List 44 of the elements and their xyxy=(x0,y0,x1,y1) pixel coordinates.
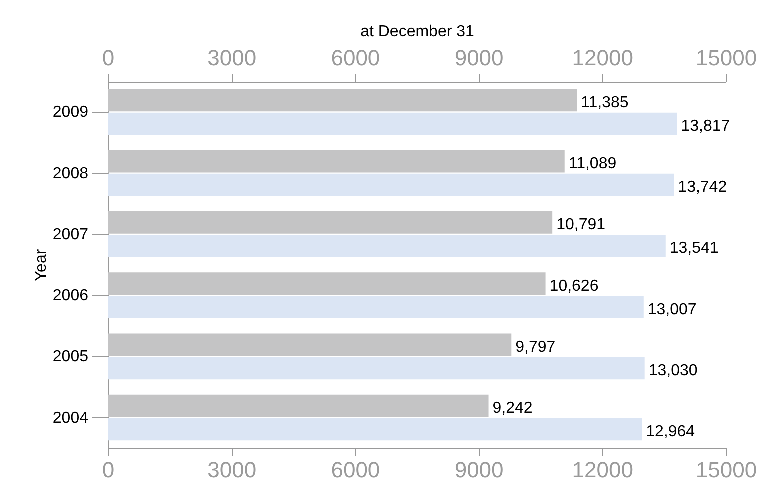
x2-tick-label: 0 xyxy=(102,46,115,70)
data-label: 11,089 xyxy=(568,156,617,173)
data-label: 9,797 xyxy=(516,338,556,356)
x-tick-label: 12000 xyxy=(572,458,634,482)
x2-tick-label: 3000 xyxy=(208,46,257,70)
bar xyxy=(108,235,666,258)
y-axis-title: Year xyxy=(32,248,50,282)
y-tick-label: 2008 xyxy=(52,165,89,182)
y-tick-label: 2007 xyxy=(52,226,89,244)
x2-axis-title: at December 31 xyxy=(360,24,475,40)
data-label: 10,626 xyxy=(550,278,599,295)
y-tick-label: 2009 xyxy=(52,104,89,122)
data-label: 13,817 xyxy=(681,118,730,135)
x2-tick-label: 15000 xyxy=(696,46,758,70)
data-label: 10,791 xyxy=(556,216,606,234)
x-tick-label: 6000 xyxy=(331,458,380,482)
data-label: 9,242 xyxy=(492,400,533,418)
bar xyxy=(108,272,546,295)
bar xyxy=(108,357,645,380)
bar xyxy=(108,296,644,318)
x2-tick-label: 9000 xyxy=(454,46,504,70)
data-label: 13,541 xyxy=(670,240,719,258)
bar xyxy=(108,394,489,418)
data-label: 11,385 xyxy=(581,94,629,112)
x-tick-label: 0 xyxy=(102,458,115,482)
x2-tick-label: 12000 xyxy=(572,46,634,70)
bar xyxy=(108,212,553,234)
data-label: 13,007 xyxy=(648,301,697,318)
bar xyxy=(108,89,578,112)
bar xyxy=(108,112,678,136)
y-tick-label: 2005 xyxy=(52,348,89,366)
bar xyxy=(108,174,674,196)
x-tick-label: 9000 xyxy=(454,458,504,482)
data-label: 12,964 xyxy=(646,424,696,441)
x-tick-label: 3000 xyxy=(208,458,257,482)
y-tick-label: 2006 xyxy=(52,288,89,305)
x2-tick-label: 6000 xyxy=(331,46,380,70)
x-tick-label: 15000 xyxy=(696,458,758,482)
bar xyxy=(108,150,565,173)
bar xyxy=(108,418,642,441)
data-label: 13,742 xyxy=(678,179,728,196)
data-label: 13,030 xyxy=(648,362,698,380)
bar xyxy=(108,334,512,356)
y-tick-label: 2004 xyxy=(52,410,89,427)
